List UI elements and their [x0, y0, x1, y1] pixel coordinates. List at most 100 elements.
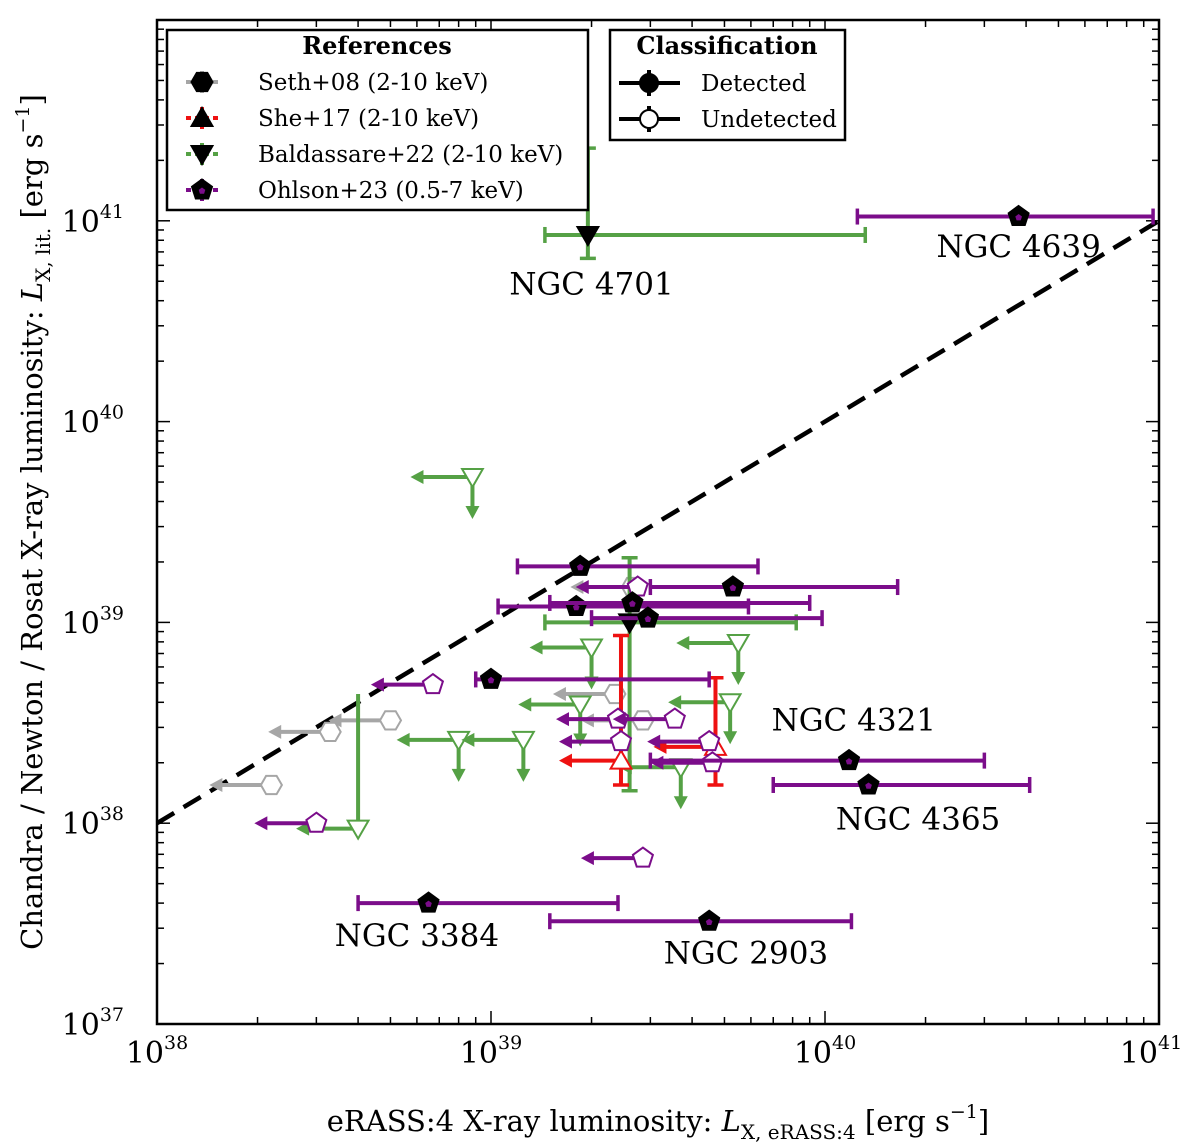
data-point-pentagon — [648, 575, 900, 597]
marker-center — [1015, 214, 1022, 221]
marker — [837, 748, 861, 771]
marker-center — [644, 615, 652, 622]
legend-marker — [190, 71, 214, 93]
classification-legend-entry: Detected — [619, 70, 807, 97]
x-upper-limit-arrow-head — [396, 732, 410, 747]
marker-body — [726, 634, 751, 655]
y-tick-exponent: 39 — [100, 602, 124, 624]
marker-center — [705, 918, 713, 925]
references-legend-title: References — [302, 31, 452, 60]
references-legend-entry: Baldassare+22 (2-10 keV) — [186, 142, 563, 168]
x-axis-label-symbol: L — [721, 1104, 741, 1138]
data-point-triangle-down — [410, 468, 485, 519]
x-tick-label: 1041 — [1120, 1032, 1182, 1071]
legend-marker — [190, 178, 214, 200]
y-axis-label-subscript: X, lit. — [31, 228, 55, 282]
x-tick-exponent: 39 — [498, 1032, 522, 1054]
x-axis-label-unit-close: ] — [978, 1104, 989, 1138]
marker — [511, 730, 536, 752]
galaxy-label: NGC 4639 — [936, 229, 1100, 265]
references-legend-entry: Seth+08 (2-10 keV) — [186, 70, 488, 96]
marker-body — [378, 710, 403, 731]
y-tick-base: 10 — [62, 807, 100, 842]
marker-center — [576, 563, 584, 571]
data-point-triangle-down — [676, 634, 751, 685]
marker — [636, 606, 660, 628]
x-upper-limit-arrow — [575, 580, 634, 595]
y-upper-limit-arrow-head — [731, 671, 746, 685]
marker-body — [631, 846, 655, 868]
x-upper-limit-arrow — [410, 469, 469, 484]
data-point-triangle-down — [668, 693, 743, 745]
legend-marker-center — [198, 187, 206, 194]
marker — [318, 721, 342, 742]
marker-body — [345, 819, 371, 841]
x-upper-limit-arrow — [396, 732, 455, 747]
x-tick-label: 1040 — [794, 1032, 856, 1071]
y-axis-label-unit: [erg s — [15, 134, 49, 228]
marker — [421, 672, 445, 695]
x-upper-limit-arrow-head — [612, 712, 626, 727]
marker-body — [318, 721, 342, 742]
x-upper-limit-arrow-head — [209, 777, 223, 792]
annotations: NGC 4701 NGC 4639 NGC 4321 NGC 4365 NGC 3384… — [335, 229, 1101, 972]
y-upper-limit-arrow-head — [465, 505, 480, 519]
galaxy-label: NGC 3384 — [335, 918, 499, 954]
marker — [569, 554, 592, 576]
marker — [345, 819, 371, 841]
x-error-bar — [543, 226, 868, 243]
y-tick-base: 10 — [62, 205, 100, 240]
marker-body — [579, 638, 604, 660]
y-tick-label: 1041 — [62, 201, 124, 240]
references-legend-box — [165, 28, 590, 212]
x-tick-exponent: 41 — [1158, 1032, 1182, 1054]
x-upper-limit-arrow — [558, 753, 617, 768]
marker-body — [698, 729, 721, 752]
marker-center — [425, 900, 432, 907]
x-upper-limit-arrow — [555, 712, 614, 727]
x-upper-limit-arrow-head — [370, 677, 384, 692]
marker — [698, 729, 721, 752]
x-error-bar — [356, 895, 620, 912]
references-legend-label: Ohlson+23 (0.5-7 keV) — [258, 178, 524, 204]
x-error-bar — [771, 776, 1032, 793]
legend-marker — [639, 73, 659, 93]
marker-body — [305, 811, 328, 833]
x-upper-limit-arrow-head — [580, 851, 594, 866]
classification-legend: Classification Detected Undetected — [608, 28, 847, 142]
y-tick-exponent: 37 — [100, 1004, 124, 1026]
data-point-triangle-down — [396, 730, 471, 782]
legend-marker-body — [189, 106, 215, 127]
x-upper-limit-arrow — [209, 777, 268, 792]
x-upper-limit-arrow-head — [461, 732, 475, 747]
data-point-pentagon — [647, 729, 721, 752]
x-error-bar — [648, 579, 900, 596]
references-legend: References Seth+08 (2-10 keV) She+17 (2-10… — [165, 28, 590, 212]
data-point-pentagon — [648, 748, 987, 771]
marker — [609, 729, 633, 752]
marker-body — [718, 693, 743, 715]
y-tick-exponent: 38 — [100, 803, 124, 825]
marker-center — [865, 782, 872, 789]
marker-center — [487, 676, 495, 684]
legends: References Seth+08 (2-10 keV) She+17 (2-10… — [165, 28, 847, 212]
marker-body — [460, 468, 485, 490]
marker-body — [663, 707, 686, 729]
x-upper-limit-arrow — [518, 697, 577, 712]
x-upper-limit-arrow-head — [555, 712, 569, 727]
legend-marker-body — [189, 145, 215, 166]
legend-marker-body — [190, 71, 214, 93]
marker — [631, 846, 655, 868]
axes: 1038 1039 1040 104110371038103910401041eRAS… — [12, 94, 1182, 1144]
x-upper-limit-arrow — [552, 686, 611, 701]
marker-body — [609, 729, 633, 752]
x-upper-limit-arrow — [370, 677, 429, 692]
x-axis-label-unit: [erg s — [856, 1104, 950, 1138]
marker-body — [575, 226, 601, 247]
x-error-bar — [515, 558, 760, 575]
data-point-hexagon — [209, 774, 284, 796]
x-tick-base: 10 — [460, 1036, 498, 1071]
y-tick-label: 1039 — [62, 602, 124, 641]
x-tick-label: 1038 — [126, 1032, 188, 1071]
data-point-triangle-down — [461, 730, 536, 782]
